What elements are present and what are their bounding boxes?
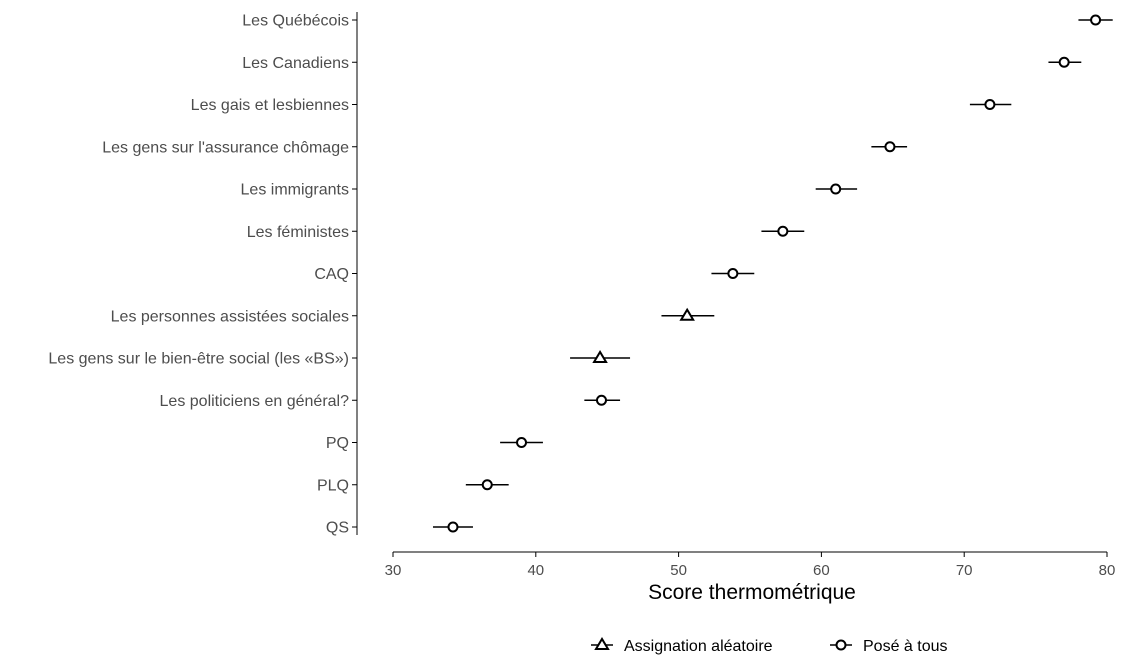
y-tick-label: Les gais et lesbiennes (191, 97, 349, 114)
y-tick-label: Les Québécois (242, 13, 349, 30)
y-axis-ticks (352, 19, 357, 528)
x-tick-label: 40 (527, 562, 544, 579)
circle-point (481, 479, 493, 491)
legend: Assignation aléatoire Posé à tous (591, 637, 948, 655)
y-tick-label: CAQ (314, 266, 349, 283)
x-tick-label: 80 (1099, 562, 1116, 579)
circle-point (984, 99, 996, 110)
legend-triangle-marker (594, 637, 610, 650)
circle-point (595, 394, 607, 406)
y-tick-label: Les politiciens en général? (160, 393, 350, 410)
x-axis-ticks: 30 40 50 60 70 80 (385, 552, 1116, 579)
x-tick-label: 30 (385, 562, 402, 579)
triangle-point (592, 350, 608, 363)
y-tick-label: Les Canadiens (242, 55, 349, 72)
circle-point (830, 183, 842, 195)
y-tick-label: Les gens sur le bien-être social (les «B… (48, 351, 349, 368)
x-tick-label: 60 (813, 562, 830, 579)
circle-point (727, 268, 739, 279)
circle-point (516, 437, 528, 448)
legend-circle-marker (835, 639, 847, 651)
y-tick-label: Les immigrants (241, 182, 349, 199)
x-axis-title: Score thermométrique (648, 581, 856, 604)
circle-point (777, 225, 789, 237)
y-tick-label: PQ (326, 435, 349, 452)
circle-point (1058, 56, 1070, 68)
data-marks (432, 14, 1113, 533)
legend-label: Posé à tous (863, 638, 948, 655)
y-tick-label: Les personnes assistées sociales (111, 308, 349, 325)
y-axis-labels: Les Québécois Les Canadiens Les gais et le… (48, 13, 349, 537)
y-tick-label: PLQ (317, 477, 349, 494)
circle-point (447, 521, 459, 533)
y-tick-label: Les féministes (247, 224, 349, 241)
x-tick-label: 70 (956, 562, 973, 579)
x-tick-label: 50 (670, 562, 687, 579)
y-tick-label: Les gens sur l'assurance chômage (102, 139, 349, 156)
circle-point (884, 141, 896, 153)
legend-label: Assignation aléatoire (624, 638, 773, 655)
triangle-point (679, 307, 695, 321)
circle-point (1090, 14, 1102, 26)
y-tick-label: QS (326, 520, 349, 537)
